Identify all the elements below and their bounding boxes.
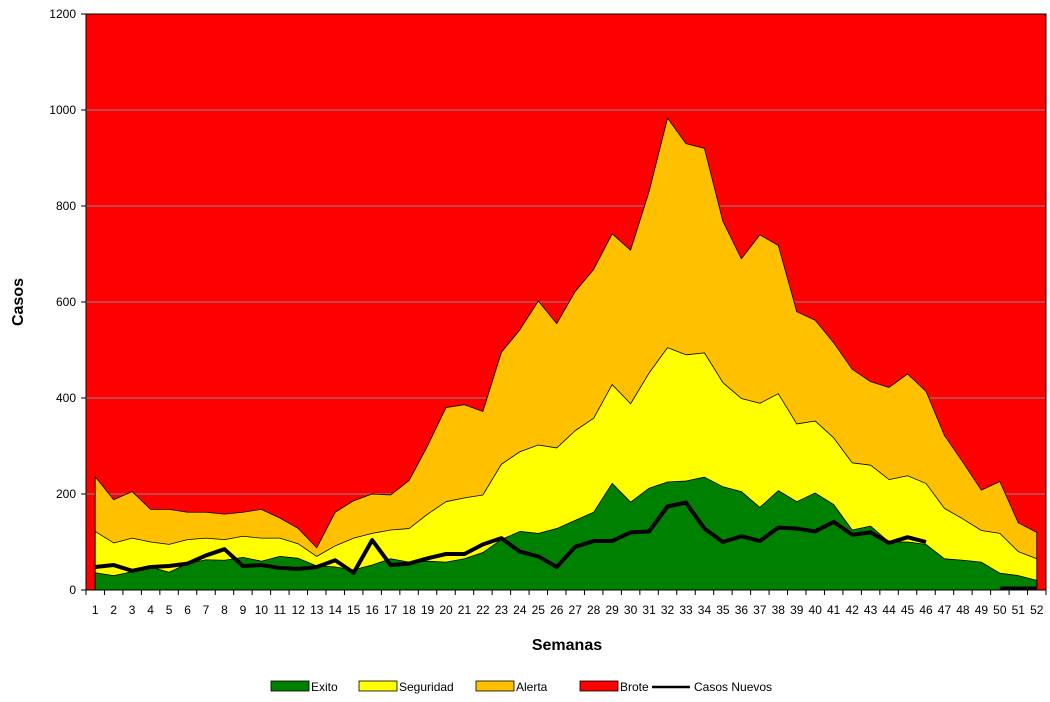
y-tick-label: 400 [56, 391, 76, 405]
x-tick-label: 20 [439, 603, 453, 617]
y-tick-label: 1000 [49, 103, 76, 117]
x-tick-label: 23 [495, 603, 509, 617]
y-tick-label: 1200 [49, 7, 76, 21]
x-tick-label: 51 [1012, 603, 1026, 617]
x-tick-label: 14 [329, 603, 343, 617]
x-tick-label: 5 [166, 603, 173, 617]
area-exito [94, 476, 1038, 591]
y-tick-label: 200 [56, 487, 76, 501]
x-tick-label: 18 [402, 603, 416, 617]
legend-swatch-alerta [475, 680, 515, 692]
x-tick-label: 25 [532, 603, 546, 617]
y-tick-label: 0 [69, 583, 76, 597]
x-tick-label: 13 [310, 603, 324, 617]
x-tick-label: 12 [292, 603, 306, 617]
x-tick-label: 9 [240, 603, 247, 617]
x-tick-label: 17 [384, 603, 398, 617]
x-tick-label: 50 [993, 603, 1007, 617]
x-tick-label: 24 [513, 603, 527, 617]
x-tick-label: 34 [698, 603, 712, 617]
x-tick-label: 8 [221, 603, 228, 617]
x-tick-label: 44 [882, 603, 896, 617]
legend-swatch-exito [270, 680, 310, 692]
legend-swatch-brote [579, 680, 619, 692]
x-tick-label: 45 [901, 603, 915, 617]
x-tick-label: 10 [255, 603, 269, 617]
x-tick-label: 31 [642, 603, 656, 617]
x-tick-label: 49 [975, 603, 989, 617]
x-tick-label: 47 [938, 603, 952, 617]
legend-label-alerta: Alerta [516, 680, 548, 694]
x-tick-label: 42 [845, 603, 859, 617]
x-tick-label: 29 [605, 603, 619, 617]
x-tick-label: 22 [476, 603, 490, 617]
legend: Exito Seguridad Alerta Brote Casos Nuevos [270, 680, 772, 694]
x-tick-label: 48 [956, 603, 970, 617]
x-tick-label: 30 [624, 603, 638, 617]
y-axis-title: Casos [10, 278, 27, 326]
x-tick-label: 43 [864, 603, 878, 617]
x-tick-label: 16 [365, 603, 379, 617]
x-tick-label: 28 [587, 603, 601, 617]
legend-label-exito: Exito [311, 680, 338, 694]
line-casos-nuevos [95, 500, 1037, 591]
x-tick-label: 40 [809, 603, 823, 617]
x-tick-label: 26 [550, 603, 564, 617]
x-tick-label: 11 [274, 603, 287, 617]
x-tick-label: 41 [827, 603, 841, 617]
x-tick-label: 36 [735, 603, 749, 617]
x-tick-label: 2 [110, 603, 117, 617]
legend-label-brote: Brote [620, 680, 649, 694]
x-tick-label: 35 [716, 603, 730, 617]
x-tick-label: 6 [184, 603, 191, 617]
x-axis-ticks: 1 2 3 4 5 6 7 8 9 10 11 12 13 14 15 16 17 18 19 20 21 22 23 24 2… [85, 590, 1047, 617]
x-tick-label: 33 [679, 603, 693, 617]
x-tick-label: 38 [772, 603, 786, 617]
y-tick-label: 800 [56, 199, 76, 213]
x-tick-label: 39 [790, 603, 804, 617]
x-tick-label: 3 [129, 603, 136, 617]
x-tick-label: 15 [347, 603, 361, 617]
x-tick-label: 32 [661, 603, 675, 617]
legend-label-seguridad: Seguridad [399, 680, 454, 694]
y-tick-label: 600 [56, 295, 76, 309]
x-tick-label: 21 [458, 603, 472, 617]
legend-label-casos-nuevos: Casos Nuevos [694, 680, 772, 694]
x-tick-label: 19 [421, 603, 435, 617]
x-tick-label: 7 [203, 603, 210, 617]
x-tick-label: 37 [753, 603, 767, 617]
y-axis-ticks: 0 200 400 600 800 1000 1200 [49, 7, 86, 597]
legend-swatch-seguridad [358, 680, 398, 692]
x-tick-label: 46 [919, 603, 933, 617]
x-axis-title: Semanas [532, 637, 602, 654]
x-tick-label: 27 [569, 603, 583, 617]
x-tick-label: 1 [92, 603, 99, 617]
x-tick-label: 4 [147, 603, 154, 617]
x-tick-label: 52 [1030, 603, 1044, 617]
plot-area [85, 13, 1047, 591]
